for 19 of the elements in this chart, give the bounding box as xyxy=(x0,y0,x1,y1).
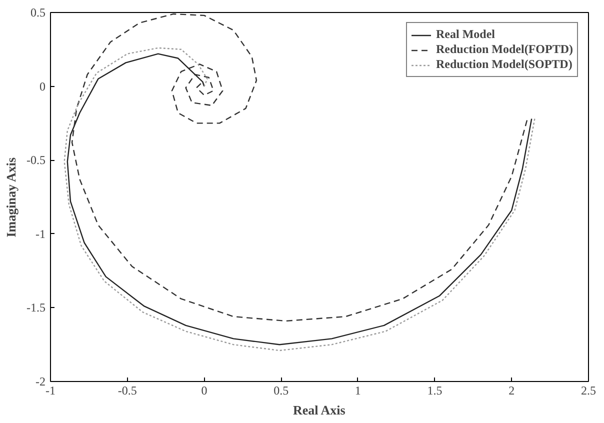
x-tick-label: 2.5 xyxy=(581,384,596,398)
y-tick-label: 0.5 xyxy=(30,6,46,20)
legend-label: Reduction Model(SOPTD) xyxy=(436,57,572,72)
y-tick-label: -2 xyxy=(36,374,46,388)
x-tick-label: 1 xyxy=(354,384,361,398)
y-axis-title: Imaginay Axis xyxy=(4,157,19,238)
y-tick-label: 0 xyxy=(40,79,46,94)
x-tick-label: -1 xyxy=(46,384,56,398)
legend-label: Real Model xyxy=(436,27,495,42)
y-tick-label: -0.5 xyxy=(26,153,46,168)
x-tick-label: 0.5 xyxy=(274,384,289,398)
x-tick-label: 1.5 xyxy=(427,384,442,398)
x-tick-label: 2 xyxy=(508,384,515,398)
y-tick-label: -1 xyxy=(36,226,46,241)
x-axis-title: Real Axis xyxy=(292,402,346,418)
legend-label: Reduction Model(FOPTD) xyxy=(436,42,573,57)
x-tick-label: 0 xyxy=(201,384,208,398)
x-tick-label: -0.5 xyxy=(118,384,137,398)
y-tick-label: -1.5 xyxy=(26,300,46,315)
